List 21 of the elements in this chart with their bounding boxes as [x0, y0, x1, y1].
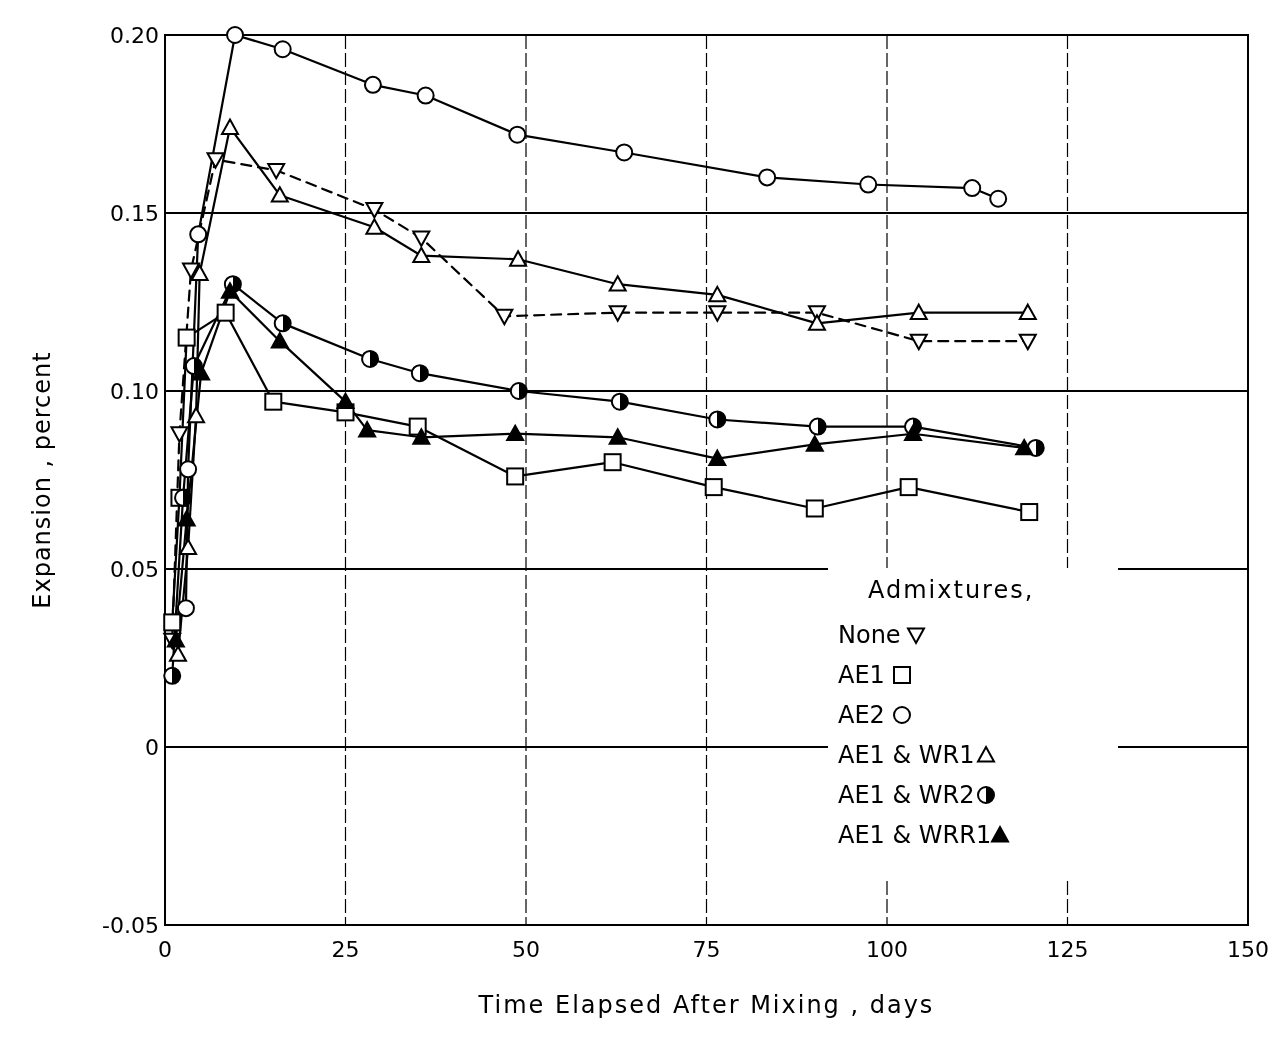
- y-tick-label: 0.15: [110, 201, 159, 226]
- x-tick-label: 125: [1046, 937, 1089, 962]
- x-tick-label: 150: [1227, 937, 1269, 962]
- y-tick-label: 0.10: [110, 379, 159, 404]
- y-axis-title: Expansion , percent: [28, 351, 56, 609]
- x-tick-label: 100: [866, 937, 908, 962]
- legend-label: AE1 & WR1: [838, 741, 975, 769]
- y-tick-label: 0: [145, 735, 159, 760]
- legend-label: AE2: [838, 701, 885, 729]
- x-tick-label: 50: [512, 937, 540, 962]
- x-axis-title: Time Elapsed After Mixing , days: [477, 991, 935, 1019]
- legend-label: AE1: [838, 661, 885, 689]
- y-tick-label: 0.20: [110, 23, 159, 48]
- legend-label: AE1 & WR2: [838, 781, 975, 809]
- legend-label: AE1 & WRR1: [838, 821, 992, 849]
- x-tick-label: 75: [692, 937, 721, 962]
- legend-label: None: [838, 621, 901, 649]
- legend-title: Admixtures,: [868, 576, 1035, 604]
- y-tick-label: 0.05: [110, 557, 159, 582]
- x-tick-label: 25: [331, 937, 360, 962]
- y-tick-label: -0.05: [102, 913, 159, 938]
